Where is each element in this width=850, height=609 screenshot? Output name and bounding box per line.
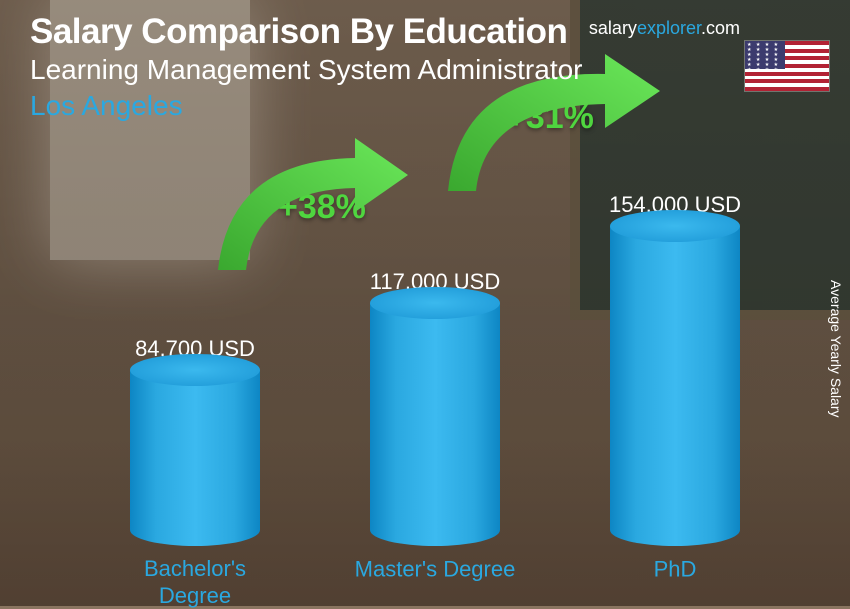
bar-phd: 154,000 USD PhD [600, 192, 750, 546]
bar-3d [130, 370, 260, 546]
brand-prefix: salary [589, 18, 637, 38]
bar-3d [610, 226, 740, 546]
flag-icon: ★ ★ ★ ★ ★ ★ ★ ★ ★ ★ ★ ★ ★ ★ ★ ★ ★ ★ ★ ★ … [744, 40, 830, 92]
bar-label: Master's Degree [345, 546, 525, 582]
brand-logo: salaryexplorer.com [589, 18, 740, 39]
bar-bachelors: 84,700 USD Bachelor's Degree [120, 336, 270, 546]
chart-subtitle: Learning Management System Administrator [30, 54, 830, 86]
bar-3d [370, 303, 500, 546]
brand-suffix: .com [701, 18, 740, 38]
bar-masters: 117,000 USD Master's Degree [360, 269, 510, 546]
arrow-icon [200, 130, 430, 280]
bar-label: Bachelor's Degree [105, 546, 285, 609]
bar-label: PhD [585, 546, 765, 582]
increase-arrow-1 [200, 130, 430, 280]
chart-location: Los Angeles [30, 90, 830, 122]
brand-mid: explorer [637, 18, 701, 38]
y-axis-label: Average Yearly Salary [828, 280, 844, 418]
